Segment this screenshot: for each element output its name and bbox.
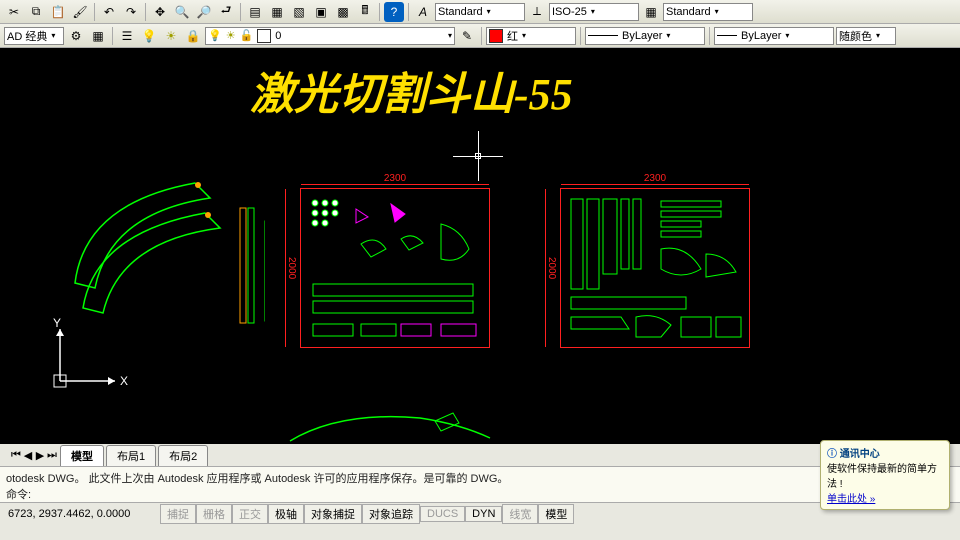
mode-ortho[interactable]: 正交 <box>232 504 268 524</box>
tab-next-icon[interactable]: ▶ <box>34 449 46 462</box>
text-style-dropdown[interactable]: Standard ▾ <box>435 3 525 21</box>
textstyle-icon[interactable]: A <box>413 2 433 22</box>
command-prompt: 命令: <box>6 486 954 502</box>
mode-grid[interactable]: 栅格 <box>196 504 232 524</box>
sheet2-height-dim: 2000 <box>545 189 557 347</box>
copy-icon[interactable]: ⧉ <box>26 2 46 22</box>
sheet1-width-dim: 2300 <box>301 173 489 185</box>
dim-style-dropdown[interactable]: ISO-25 ▾ <box>549 3 639 21</box>
redo-icon[interactable]: ↷ <box>121 2 141 22</box>
pan-icon[interactable]: ✥ <box>150 2 170 22</box>
workspace-value: AD 经典 <box>7 28 47 44</box>
toolpal-icon[interactable]: ▧ <box>289 2 309 22</box>
svg-text:X: X <box>120 374 128 388</box>
text-style-value: Standard <box>438 6 483 18</box>
tab-model[interactable]: 模型 <box>60 445 104 466</box>
help-icon[interactable]: ? <box>384 2 404 22</box>
markup-icon[interactable]: ▩ <box>333 2 353 22</box>
mode-ducs[interactable]: DUCS <box>420 506 465 522</box>
zoom-realtime-icon[interactable]: 🔍 <box>172 2 192 22</box>
plotstyle-value: 随颜色 <box>839 28 872 44</box>
layer-off-icon[interactable]: 💡 <box>139 26 159 46</box>
table-style-value: Standard <box>666 6 711 18</box>
paste-icon[interactable]: 📋 <box>48 2 68 22</box>
svg-text:Y: Y <box>53 316 61 330</box>
mode-model[interactable]: 模型 <box>538 504 574 524</box>
toolbar-top-1: ✂︎ ⧉ 📋 🖌 ↶ ↷ ✥ 🔍 🔎 ⮐ ▤ ▦ ▧ ▣ ▩ 🖩 ? A Sta… <box>0 0 960 24</box>
ws-settings-icon[interactable]: ⚙ <box>66 26 86 46</box>
lineweight-dropdown[interactable]: ByLayer ▾ <box>714 27 834 45</box>
balloon-body: 使软件保持最新的简单方法 ! <box>827 460 943 490</box>
ucs-icon: X Y <box>50 321 130 404</box>
tab-first-icon[interactable]: ⏮ <box>10 449 22 462</box>
lineweight-value: ByLayer <box>741 30 781 42</box>
tab-layout1[interactable]: 布局1 <box>106 445 156 466</box>
linetype-dropdown[interactable]: ByLayer ▾ <box>585 27 705 45</box>
partial-part <box>280 406 500 446</box>
mode-lwt[interactable]: 线宽 <box>502 504 538 524</box>
layer-misc-icon[interactable]: ✎ <box>457 26 477 46</box>
cut-icon[interactable]: ✂︎ <box>4 2 24 22</box>
zoom-window-icon[interactable]: 🔎 <box>194 2 214 22</box>
layer-props-icon[interactable]: ☰ <box>117 26 137 46</box>
layer-dropdown[interactable]: 💡☀🔓 0 ▾ <box>205 27 455 45</box>
color-swatch <box>489 29 503 43</box>
table-icon[interactable]: ▦ <box>641 2 661 22</box>
ws-grid-icon[interactable]: ▦ <box>88 26 108 46</box>
sheet2-width-dim: 2300 <box>561 173 749 185</box>
dim-icon[interactable]: ⟂ <box>527 2 547 22</box>
color-dropdown[interactable]: 红 ▾ <box>486 27 576 45</box>
command-line-panel[interactable]: otodesk DWG。 此文件上次由 Autodesk 应用程序或 Autod… <box>0 466 960 502</box>
plotstyle-dropdown[interactable]: 随颜色 ▾ <box>836 27 896 45</box>
undo-icon[interactable]: ↶ <box>99 2 119 22</box>
tab-prev-icon[interactable]: ◀ <box>22 449 34 462</box>
designctr-icon[interactable]: ▦ <box>267 2 287 22</box>
brush-icon[interactable]: 🖌 <box>70 2 90 22</box>
balloon-link[interactable]: 单击此处 » <box>827 494 875 505</box>
cut-sheet-1: 2300 2000 <box>300 188 490 348</box>
toolbar-top-2: AD 经典 ▾ ⚙ ▦ ☰ 💡 ☀ 🔒 💡☀🔓 0 ▾ ✎ 红 ▾ ByLaye… <box>0 24 960 48</box>
calc-icon[interactable]: 🖩 <box>355 2 375 22</box>
info-icon: ⓘ <box>827 449 837 460</box>
drawing-canvas[interactable]: 激光切割斗山-55 2300 2000 <box>0 48 960 444</box>
mode-osnap[interactable]: 对象捕捉 <box>304 504 362 524</box>
command-history-line: otodesk DWG。 此文件上次由 Autodesk 应用程序或 Autod… <box>6 470 954 486</box>
tab-last-icon[interactable]: ⏭ <box>46 449 58 462</box>
drawing-title: 激光切割斗山-55 <box>250 58 573 122</box>
sheetset-icon[interactable]: ▣ <box>311 2 331 22</box>
status-coords: 6723, 2937.4462, 0.0000 <box>0 508 160 520</box>
tab-layout2[interactable]: 布局2 <box>158 445 208 466</box>
workspace-dropdown[interactable]: AD 经典 ▾ <box>4 27 64 45</box>
part-arm-group <box>65 173 265 343</box>
table-style-dropdown[interactable]: Standard ▾ <box>663 3 753 21</box>
mode-otrack[interactable]: 对象追踪 <box>362 504 420 524</box>
color-label: 红 <box>507 28 518 44</box>
layer-lock-icon[interactable]: 🔒 <box>183 26 203 46</box>
balloon-title: 通讯中心 <box>840 449 880 460</box>
zoom-previous-icon[interactable]: ⮐ <box>216 2 236 22</box>
cut-sheet-2: 2300 2000 <box>560 188 750 348</box>
notification-balloon[interactable]: ⓘ 通讯中心 使软件保持最新的简单方法 ! 单击此处 » <box>820 440 950 510</box>
mode-dyn[interactable]: DYN <box>465 506 502 522</box>
layout-tab-bar: ⏮ ◀ ▶ ⏭ 模型 布局1 布局2 <box>0 444 960 466</box>
dim-style-value: ISO-25 <box>552 6 587 18</box>
props-icon[interactable]: ▤ <box>245 2 265 22</box>
mode-polar[interactable]: 极轴 <box>268 504 304 524</box>
layer-freeze-icon[interactable]: ☀ <box>161 26 181 46</box>
sheet1-height-dim: 2000 <box>285 189 297 347</box>
mode-snap[interactable]: 捕捉 <box>160 504 196 524</box>
status-bar: 6723, 2937.4462, 0.0000 捕捉 栅格 正交 极轴 对象捕捉… <box>0 502 960 524</box>
linetype-value: ByLayer <box>622 30 662 42</box>
